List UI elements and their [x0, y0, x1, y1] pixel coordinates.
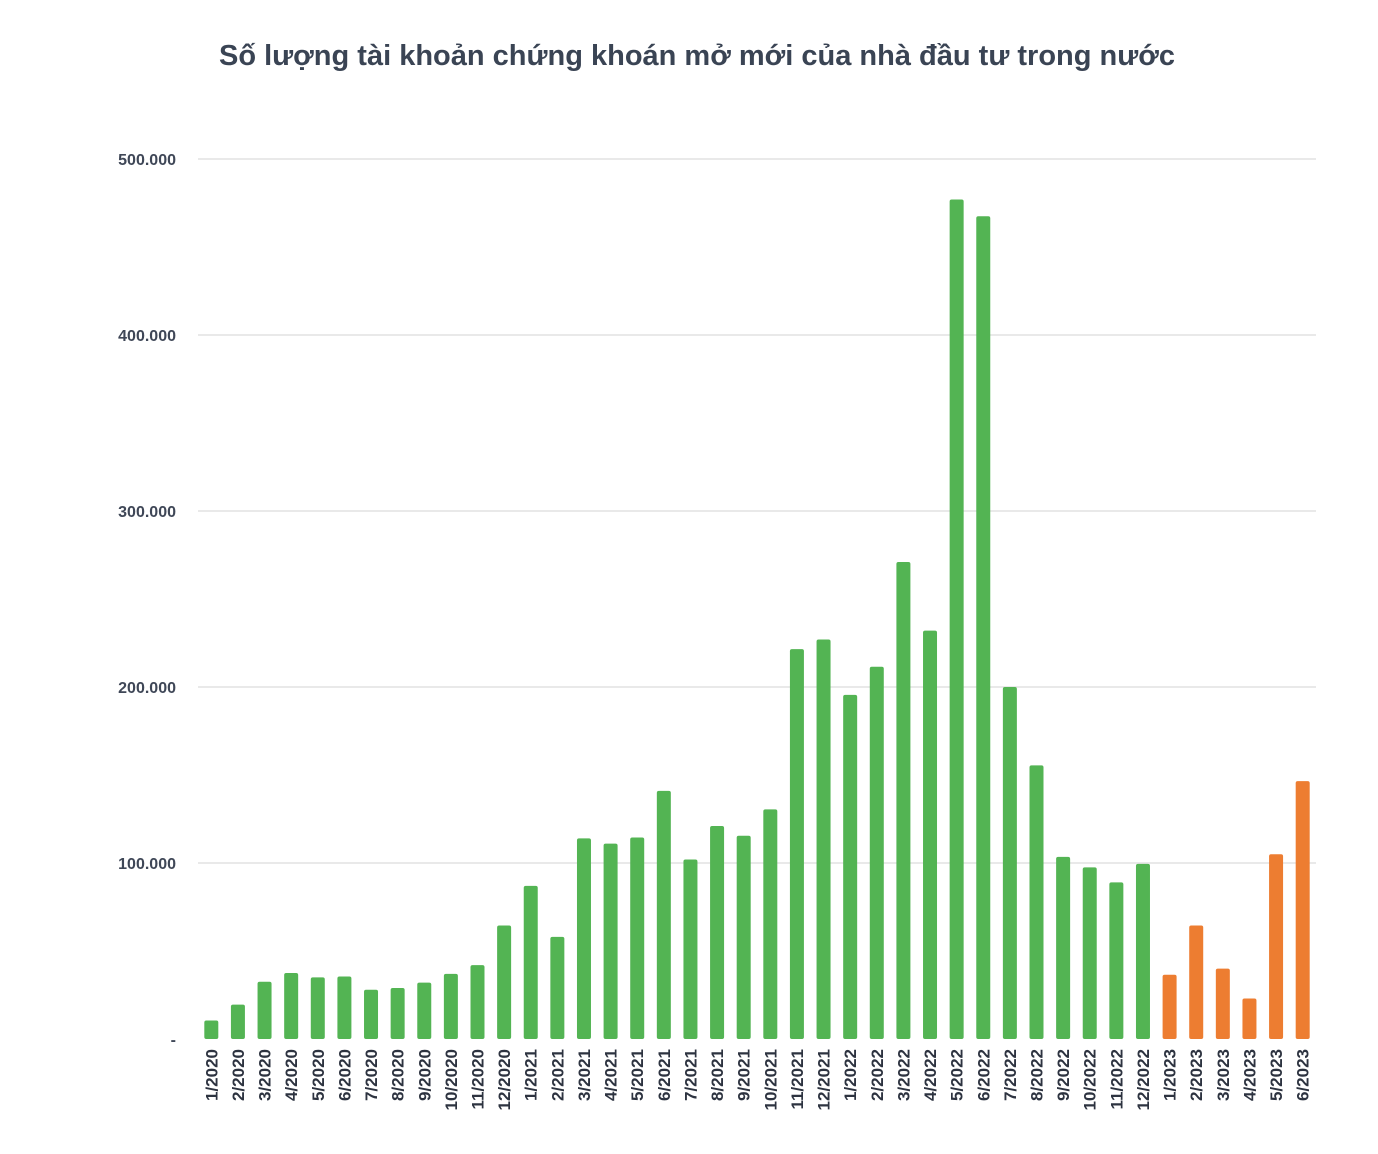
bar — [470, 965, 485, 1039]
bar — [230, 1004, 245, 1039]
bar — [550, 936, 565, 1039]
bar — [789, 649, 804, 1039]
x-tick-label: 10/2020 — [442, 1049, 461, 1110]
bar — [284, 973, 299, 1039]
x-tick-label: 6/2021 — [655, 1049, 674, 1101]
x-tick-label: 9/2022 — [1054, 1049, 1073, 1101]
y-axis: - 100.000 200.000 300.000 400.000 500.000 — [118, 152, 176, 1049]
chart-title: Số lượng tài khoản chứng khoán mở mới củ… — [219, 40, 1175, 72]
bar — [1135, 863, 1150, 1039]
x-tick-label: 8/2022 — [1028, 1049, 1047, 1101]
x-tick-label: 3/2022 — [894, 1049, 913, 1101]
bar — [736, 835, 751, 1039]
bar — [497, 925, 512, 1039]
y-tick-label: 300.000 — [118, 504, 176, 521]
bar — [390, 987, 405, 1039]
x-tick-label: 10/2022 — [1081, 1049, 1100, 1110]
x-tick-label: 11/2022 — [1107, 1049, 1126, 1110]
bar — [1215, 968, 1230, 1039]
bar — [630, 837, 645, 1039]
bar — [710, 826, 725, 1039]
x-tick-label: 2/2021 — [548, 1049, 567, 1101]
bar — [417, 982, 432, 1039]
x-tick-label: 1/2023 — [1161, 1049, 1180, 1101]
x-tick-label: 8/2020 — [389, 1049, 408, 1101]
bar — [443, 973, 458, 1039]
bar — [310, 977, 325, 1039]
x-tick-label: 1/2022 — [841, 1049, 860, 1101]
bar — [576, 838, 591, 1039]
bar — [843, 694, 858, 1039]
bar — [896, 562, 911, 1039]
bar — [683, 859, 698, 1039]
bar — [603, 843, 618, 1039]
bar — [1189, 925, 1204, 1039]
x-tick-label: 9/2020 — [415, 1049, 434, 1101]
x-tick-label: 3/2021 — [575, 1049, 594, 1101]
x-tick-label: 2/2020 — [229, 1049, 248, 1101]
x-tick-label: 6/2023 — [1294, 1049, 1313, 1101]
bar — [1295, 781, 1310, 1039]
x-tick-label: 3/2020 — [256, 1049, 275, 1101]
bar — [204, 1020, 219, 1039]
bar — [869, 666, 884, 1039]
x-tick-label: 11/2021 — [788, 1049, 807, 1110]
x-tick-label: 11/2020 — [469, 1049, 488, 1110]
y-tick-label: 500.000 — [118, 152, 176, 169]
y-tick-label: 200.000 — [118, 680, 176, 697]
x-tick-label: 7/2021 — [681, 1049, 700, 1101]
x-tick-label: 10/2021 — [761, 1049, 780, 1110]
x-tick-label: 6/2022 — [974, 1049, 993, 1101]
x-tick-label: 5/2020 — [309, 1049, 328, 1101]
x-tick-label: 4/2023 — [1240, 1049, 1259, 1101]
x-tick-label: 4/2020 — [282, 1049, 301, 1101]
x-tick-label: 12/2021 — [815, 1049, 834, 1110]
bar — [763, 809, 778, 1039]
bar — [337, 976, 352, 1039]
x-tick-label: 8/2021 — [708, 1049, 727, 1101]
gridlines — [198, 158, 1316, 864]
x-tick-label: 1/2020 — [202, 1049, 221, 1101]
bar — [1082, 867, 1097, 1039]
x-tick-label: 2/2022 — [868, 1049, 887, 1101]
bar — [1029, 765, 1044, 1039]
y-tick-label: 400.000 — [118, 328, 176, 345]
bar — [257, 981, 272, 1039]
x-tick-label: 2/2023 — [1187, 1049, 1206, 1101]
x-axis: 1/2020 2/2020 3/2020 4/2020 5/2020 6/2020 7/20… — [202, 1049, 1312, 1110]
x-tick-label: 9/2021 — [735, 1049, 754, 1101]
x-tick-label: 1/2021 — [522, 1049, 541, 1101]
bars — [204, 199, 1310, 1040]
x-tick-label: 4/2022 — [921, 1049, 940, 1101]
bar — [1002, 687, 1017, 1039]
bar — [523, 885, 538, 1039]
x-tick-label: 12/2022 — [1134, 1049, 1153, 1110]
bar — [923, 630, 938, 1039]
x-tick-label: 5/2021 — [628, 1049, 647, 1101]
x-tick-label: 3/2023 — [1214, 1049, 1233, 1101]
bar — [364, 989, 379, 1039]
y-tick-label: - — [171, 1032, 176, 1049]
bar — [976, 216, 991, 1039]
bar — [816, 639, 831, 1039]
x-tick-label: 4/2021 — [602, 1049, 621, 1101]
x-tick-label: 7/2020 — [362, 1049, 381, 1101]
bar — [1056, 856, 1071, 1039]
x-tick-label: 5/2022 — [948, 1049, 967, 1101]
x-tick-label: 12/2020 — [495, 1049, 514, 1110]
bar — [1109, 882, 1124, 1039]
bar — [1162, 974, 1177, 1039]
bar — [1269, 854, 1284, 1039]
bar — [656, 790, 671, 1039]
x-tick-label: 5/2023 — [1267, 1049, 1286, 1101]
bar — [949, 199, 964, 1040]
x-tick-label: 7/2022 — [1001, 1049, 1020, 1101]
bar — [1242, 998, 1257, 1039]
y-tick-label: 100.000 — [118, 856, 176, 873]
x-tick-label: 6/2020 — [335, 1049, 354, 1101]
